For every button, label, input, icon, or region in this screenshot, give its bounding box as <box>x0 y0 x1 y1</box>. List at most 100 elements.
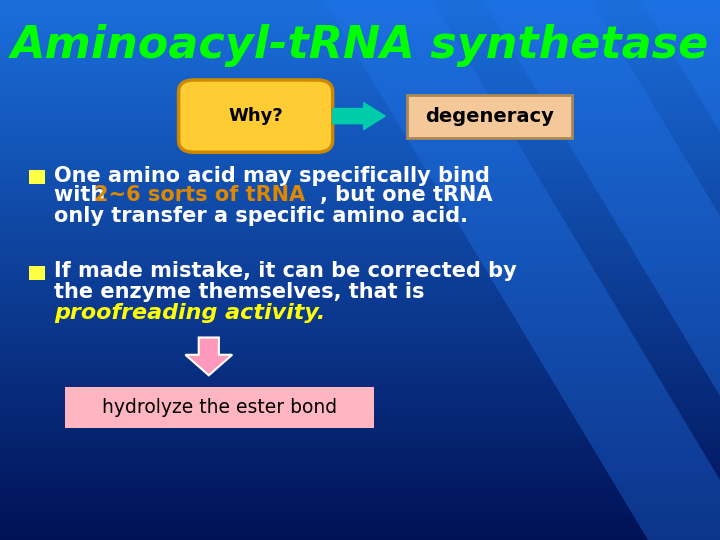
Text: Why?: Why? <box>228 107 283 125</box>
Bar <box>0 270 720 275</box>
Text: , but one tRNA: , but one tRNA <box>320 185 493 206</box>
Bar <box>0 173 720 178</box>
Bar <box>0 59 720 65</box>
Bar <box>0 124 720 130</box>
Bar <box>0 308 720 313</box>
Bar <box>0 254 720 259</box>
FancyBboxPatch shape <box>179 80 333 152</box>
Bar <box>0 184 720 189</box>
Bar <box>29 266 45 280</box>
Bar <box>0 119 720 124</box>
Bar <box>0 157 720 162</box>
Bar <box>0 238 720 243</box>
FancyBboxPatch shape <box>407 94 572 138</box>
Polygon shape <box>482 0 720 540</box>
Bar <box>0 400 720 405</box>
Text: One amino acid may specifically bind: One amino acid may specifically bind <box>54 165 490 186</box>
Polygon shape <box>185 338 232 375</box>
Bar <box>0 389 720 394</box>
Bar <box>0 221 720 227</box>
Bar <box>0 70 720 76</box>
Bar <box>0 464 720 470</box>
Bar <box>0 5 720 11</box>
Bar <box>0 292 720 297</box>
Bar <box>0 130 720 135</box>
Text: 2~6 sorts of tRNA: 2~6 sorts of tRNA <box>94 185 305 206</box>
Text: proofreading activity.: proofreading activity. <box>54 303 325 323</box>
Bar <box>0 335 720 340</box>
Bar <box>0 518 720 524</box>
Bar <box>0 97 720 103</box>
Bar <box>0 151 720 157</box>
Bar <box>0 340 720 346</box>
Bar <box>0 421 720 427</box>
Bar <box>0 146 720 151</box>
Bar <box>0 49 720 54</box>
Bar <box>0 189 720 194</box>
Bar <box>0 81 720 86</box>
Bar <box>0 194 720 200</box>
Bar <box>0 470 720 475</box>
Bar <box>0 113 720 119</box>
Bar <box>0 405 720 410</box>
Bar <box>0 211 720 216</box>
Bar <box>0 167 720 173</box>
Bar <box>0 65 720 70</box>
Bar <box>0 454 720 459</box>
Bar <box>0 324 720 329</box>
Bar <box>0 513 720 518</box>
Bar <box>0 232 720 238</box>
Bar <box>0 394 720 400</box>
Bar <box>0 448 720 454</box>
Bar <box>0 32 720 38</box>
Bar <box>0 103 720 108</box>
Bar <box>0 0 720 5</box>
Bar <box>0 383 720 389</box>
Polygon shape <box>324 0 720 540</box>
Text: degeneracy: degeneracy <box>426 106 554 126</box>
Bar <box>0 205 720 211</box>
Bar <box>0 529 720 535</box>
Bar <box>0 302 720 308</box>
Bar <box>0 427 720 432</box>
Bar <box>0 248 720 254</box>
Bar <box>0 286 720 292</box>
Bar <box>0 535 720 540</box>
Bar <box>0 243 720 248</box>
Bar <box>0 297 720 302</box>
Bar <box>0 410 720 416</box>
Bar <box>0 313 720 319</box>
Bar <box>0 140 720 146</box>
Bar <box>0 502 720 508</box>
Bar <box>0 16 720 22</box>
Bar <box>0 437 720 443</box>
Bar <box>0 486 720 491</box>
Bar <box>0 481 720 486</box>
FancyBboxPatch shape <box>65 388 374 428</box>
Bar <box>0 38 720 43</box>
Bar <box>0 54 720 59</box>
Bar <box>0 27 720 32</box>
Text: the enzyme themselves, that is: the enzyme themselves, that is <box>54 281 425 302</box>
Bar <box>0 281 720 286</box>
Polygon shape <box>641 0 720 540</box>
Bar <box>0 86 720 92</box>
Bar <box>0 11 720 16</box>
Bar <box>0 497 720 502</box>
Bar <box>0 135 720 140</box>
Bar <box>0 524 720 529</box>
Text: Aminoacyl-tRNA synthetase: Aminoacyl-tRNA synthetase <box>11 24 709 68</box>
Bar <box>0 351 720 356</box>
Text: hydrolyze the ester bond: hydrolyze the ester bond <box>102 398 337 417</box>
Text: with: with <box>54 185 112 206</box>
Bar <box>0 200 720 205</box>
Bar <box>0 443 720 448</box>
Bar <box>0 508 720 513</box>
Bar <box>0 378 720 383</box>
Bar <box>0 265 720 270</box>
Bar <box>0 475 720 481</box>
Bar <box>0 416 720 421</box>
Bar <box>0 227 720 232</box>
Bar <box>0 432 720 437</box>
Bar <box>0 319 720 324</box>
